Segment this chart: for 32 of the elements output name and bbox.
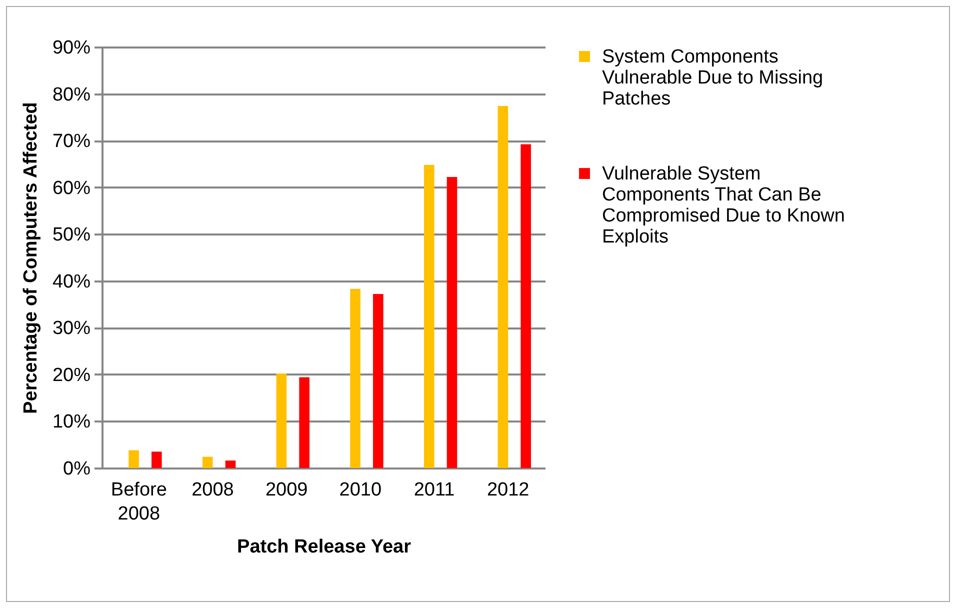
legend-label: Vulnerable System Components That Can Be Compromised Due to Known Exploits xyxy=(602,164,845,248)
x-tick-label: 2008 xyxy=(192,480,234,500)
bar xyxy=(299,377,310,468)
x-tick-label: Before 2008 xyxy=(110,480,167,524)
y-tick-label: 30% xyxy=(52,318,91,340)
y-tick-label: 0% xyxy=(63,458,91,480)
bar xyxy=(424,164,434,468)
y-tick-label: 20% xyxy=(52,364,91,386)
x-tick-label: 2012 xyxy=(486,480,530,500)
bar xyxy=(225,460,236,468)
bar xyxy=(350,288,360,468)
y-tick-label: 80% xyxy=(52,84,91,106)
y-axis-title: Percentage of Computers Affected xyxy=(20,102,42,414)
y-tick-label: 40% xyxy=(52,271,91,292)
bar xyxy=(152,452,162,468)
y-tick-label: 70% xyxy=(52,131,91,152)
y-tick-label: 10% xyxy=(52,412,91,433)
bar xyxy=(373,294,384,468)
y-tick-label: 60% xyxy=(52,178,91,199)
bar xyxy=(202,456,213,468)
y-tick-label: 50% xyxy=(52,224,91,246)
x-axis-title: Patch Release Year xyxy=(237,536,412,558)
y-tick-label: 90% xyxy=(52,38,91,58)
bar xyxy=(498,106,508,468)
legend-label: System Components Vulnerable Due to Missing Patches xyxy=(602,46,824,110)
bar xyxy=(276,374,287,468)
x-tick-label: 2010 xyxy=(339,480,382,500)
bar xyxy=(446,177,458,468)
x-tick-label: 2009 xyxy=(265,480,308,500)
bar xyxy=(520,144,531,468)
x-tick-label: 2011 xyxy=(414,480,455,500)
bar xyxy=(128,450,139,468)
